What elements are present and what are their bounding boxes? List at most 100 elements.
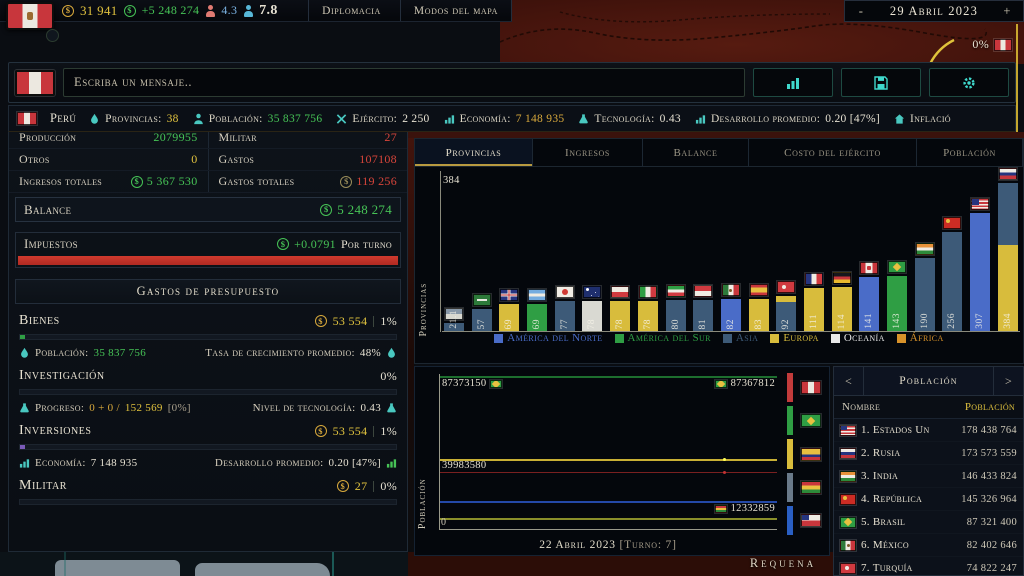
map-modes-button[interactable]: Modos del mapa <box>399 0 512 21</box>
tab-balance[interactable]: Balance <box>643 139 749 166</box>
province-bar: 384 <box>997 168 1018 331</box>
game-speed-plus-button[interactable]: + <box>1003 3 1011 18</box>
tab-costo-ejercito[interactable]: Costo del ejército <box>749 139 917 166</box>
france-flag-icon <box>804 273 823 285</box>
military-slider[interactable] <box>19 499 397 505</box>
player-flag-button[interactable] <box>6 2 59 42</box>
country-strips <box>787 373 793 536</box>
ranking-country-value: 87 321 400 <box>966 516 1017 528</box>
country-stats: Provincias: 38 Población: 35 837 756 Ejércit… <box>89 113 951 125</box>
ranking-row[interactable]: 3. India 146 433 824 <box>834 465 1023 488</box>
x-axis-label: 22 Abril 2023 [Turno: 7] <box>439 539 777 551</box>
legend-swatch <box>722 333 732 343</box>
indonesia-flag-icon <box>694 285 713 297</box>
map-grid-line <box>332 552 334 576</box>
ranking-row[interactable]: 5. Brasil 87 321 400 <box>834 511 1023 534</box>
ranking-prev-button[interactable]: < <box>834 367 864 395</box>
map-gap-top[interactable] <box>408 132 1024 138</box>
investments-section: Inversiones $ 53 554 1% Economía: 7 148 … <box>9 414 407 469</box>
progress-percent: 0% <box>972 37 989 51</box>
legend-label: Oceanía <box>843 332 885 344</box>
military-title: Militar <box>19 478 67 493</box>
legend-swatch <box>770 333 780 343</box>
economy-value: 7 148 935 <box>90 457 138 469</box>
population-label: Población: <box>35 347 89 359</box>
game-map-bottom[interactable] <box>408 552 833 576</box>
ranking-rows: 1. Estados Un 178 438 764 2. Rusia 173 573 … <box>834 419 1023 575</box>
investments-amount: 53 554 <box>332 423 368 438</box>
peru-flag-icon <box>17 112 37 125</box>
taxes-slider[interactable] <box>18 256 398 265</box>
investments-slider[interactable] <box>19 444 397 450</box>
total-income-label: Ingresos totales <box>19 174 103 188</box>
goods-slider[interactable] <box>19 334 397 340</box>
tab-poblacion[interactable]: Población <box>917 139 1023 166</box>
research-section: Investigación 0% Progreso: 0 + 0 / 152 5… <box>9 359 407 414</box>
tab-provincias[interactable]: Provincias <box>415 139 533 166</box>
legend-swatch <box>830 333 840 343</box>
bar-value-label: 143 <box>892 313 902 329</box>
statistics-button[interactable] <box>753 68 833 97</box>
ranking-next-button[interactable]: > <box>993 367 1023 395</box>
bar-value-label: 384 <box>1002 313 1013 329</box>
map-gap[interactable] <box>406 132 414 552</box>
province-bar: 69 <box>527 289 548 331</box>
game-map-bottom[interactable] <box>0 552 408 576</box>
person-icon <box>193 113 204 125</box>
map-grid-line <box>64 552 66 576</box>
y-axis-line <box>440 171 441 332</box>
manpower-value: 7.8 <box>259 2 278 18</box>
growth-rate-label: Tasa de crecimiento promedio: <box>205 347 355 359</box>
province-bar: 80 <box>665 285 686 331</box>
column-name: Nombre <box>842 401 881 413</box>
population-value: 35 837 756 <box>93 347 147 359</box>
ranking-row[interactable]: 6. México 82 402 646 <box>834 534 1023 557</box>
settings-button[interactable] <box>929 68 1009 97</box>
ranking-country-value: 146 433 824 <box>961 470 1017 482</box>
army-icon <box>336 113 347 125</box>
province-bar: 83 <box>748 284 769 331</box>
brazil-flag-icon <box>490 379 503 388</box>
ranking-country-value: 173 573 559 <box>961 447 1017 459</box>
diplomacy-button[interactable]: Diplomacia <box>308 0 394 21</box>
growth-rate-value: 48% <box>359 347 381 359</box>
save-button[interactable] <box>841 68 921 97</box>
chat-flag-button[interactable] <box>15 69 55 96</box>
map-landmass <box>195 563 330 576</box>
line-right-label: 12332859 <box>714 503 775 514</box>
province-bar: 69 <box>499 289 520 331</box>
military-expense-cell: Militar 27 <box>207 132 408 148</box>
ranking-row[interactable]: 7. Turquía 74 822 247 <box>834 557 1023 575</box>
map-province-label: Requena <box>749 556 817 570</box>
province-bar: 21.1 <box>444 308 464 331</box>
legend-item: África <box>896 332 944 344</box>
legend-item: Oceanía <box>830 332 885 344</box>
bars-container: 21.1 57 69 69 77 78 78 78 80 81 82 83 92 111 114 141 143… <box>442 168 1020 332</box>
ranking-row[interactable]: 2. Rusia 173 573 559 <box>834 442 1023 465</box>
chat-message-input[interactable] <box>63 68 745 97</box>
legend-item: América del Sur <box>614 332 711 344</box>
happiness-icon <box>205 4 215 17</box>
line-value: 87367812 <box>730 378 775 390</box>
date-bar: - 29 Abril 2023 + <box>844 0 1024 22</box>
map-borders <box>500 11 988 64</box>
ranking-row[interactable]: 1. Estados Un 178 438 764 <box>834 419 1023 442</box>
stat-value: 0.43 <box>659 112 681 125</box>
province-bar: 143 <box>887 261 907 331</box>
tab-ingresos[interactable]: Ingresos <box>533 139 643 166</box>
game-speed-minus-button[interactable]: - <box>858 3 864 18</box>
population-line <box>440 376 777 378</box>
chile-flag-icon <box>801 513 821 527</box>
expenses-cell: Gastos 107108 <box>207 149 408 170</box>
province-bar-fill: 190 <box>914 258 935 331</box>
statistics-tabs: Provincias Ingresos Balance Costo del ej… <box>415 139 1023 167</box>
legend-item: Europa <box>770 332 819 344</box>
bar-value-label: 81 <box>698 318 709 330</box>
research-slider[interactable] <box>19 389 397 395</box>
country-strip <box>787 373 793 403</box>
goods-title: Bienes <box>19 313 60 328</box>
province-bar-fill: 384 <box>997 183 1018 331</box>
bar-value-label: 21.1 <box>449 310 459 329</box>
bar-value-label: 69 <box>532 318 543 330</box>
ranking-row[interactable]: 4. República 145 326 964 <box>834 488 1023 511</box>
